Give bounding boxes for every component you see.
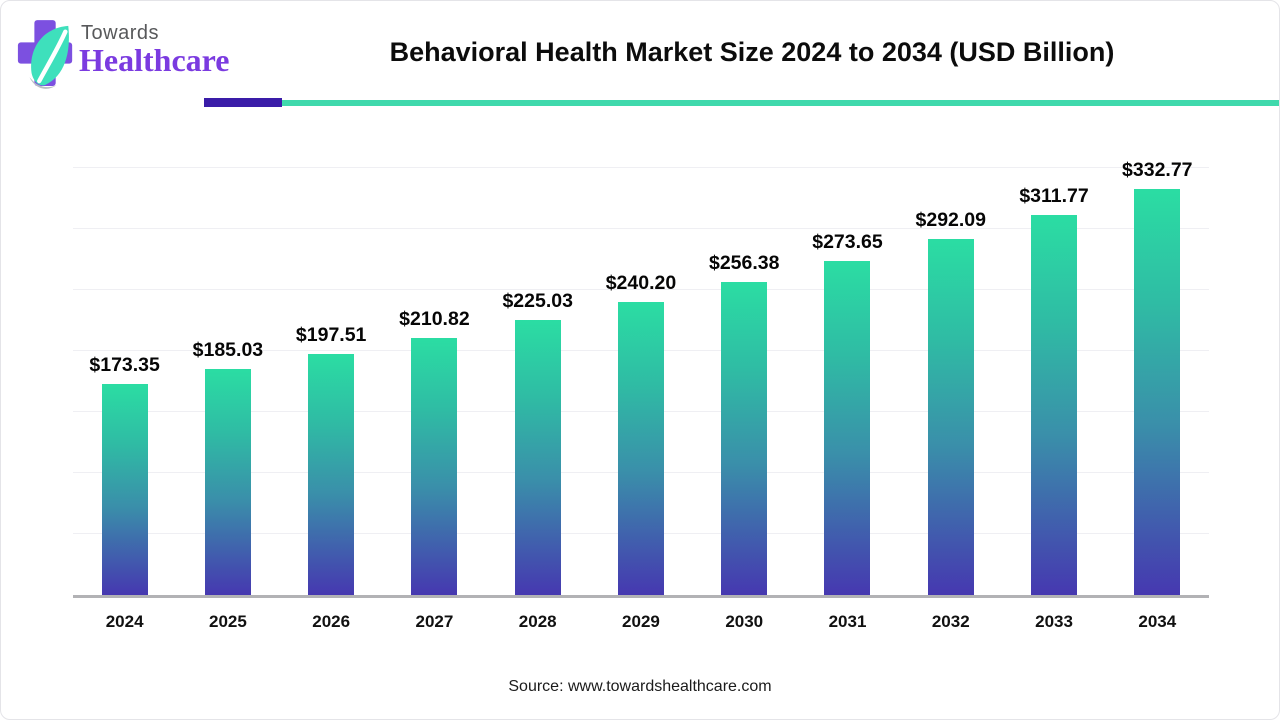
bar-value-label: $311.77 — [1019, 184, 1089, 207]
x-axis-label-2025: 2025 — [208, 612, 247, 631]
bar-slot-2024: $173.35 — [73, 168, 176, 595]
x-axis-label-2030: 2030 — [725, 612, 764, 631]
bar-slot-2028: $225.03 — [486, 168, 589, 595]
bar-value-label: $332.77 — [1122, 159, 1193, 182]
gridline — [73, 167, 1209, 168]
x-axis-line — [73, 595, 1209, 598]
bar-2024 — [101, 383, 148, 595]
bar-2032 — [927, 238, 974, 595]
bar-2026 — [308, 354, 355, 595]
bar-slot-2025: $185.03 — [176, 168, 279, 595]
x-axis-label-2028: 2028 — [518, 612, 557, 631]
bar-value-label: $210.82 — [399, 307, 470, 330]
x-axis-label-2029: 2029 — [622, 612, 660, 631]
bar-2031 — [824, 261, 871, 595]
bar-2029 — [617, 301, 664, 595]
bar-slot-2031: $273.65 — [796, 168, 899, 595]
bar-2034 — [1134, 189, 1181, 595]
x-axis-label-2032: 2032 — [931, 612, 970, 631]
x-axis-label-2031: 2031 — [828, 612, 867, 631]
x-axis-label-2034: 2034 — [1138, 612, 1177, 631]
source-text: Source: www.towardshealthcare.com — [508, 678, 772, 695]
title-underline-teal-segment — [282, 100, 1279, 106]
healthcare-cross-leaf-icon — [15, 16, 77, 95]
bar-2033 — [1031, 214, 1078, 595]
plot-area: $173.35 $185.03 $197.51 $210.82 $225.03 $240.… — [73, 159, 1209, 595]
bar-value-label: $273.65 — [812, 231, 883, 254]
x-axis-label-2026: 2026 — [312, 612, 351, 631]
title-underline-purple-segment — [204, 98, 282, 107]
bar-value-label: $197.51 — [295, 324, 367, 347]
brand-name-towards: Towards — [81, 22, 159, 44]
bar-value-label: $240.20 — [605, 271, 677, 294]
gridline — [73, 228, 1209, 229]
bar-slot-2033: $311.77 — [1002, 168, 1105, 595]
bar-slot-2026: $197.51 — [280, 168, 383, 595]
bar-2028 — [514, 320, 561, 595]
x-axis-label-2033: 2033 — [1035, 612, 1073, 631]
bar-slot-2030: $256.38 — [693, 168, 796, 595]
bar-slot-2034: $332.77 — [1106, 159, 1209, 595]
bar-value-label: $185.03 — [192, 339, 264, 362]
brand-logo: Towards Healthcare — [15, 14, 245, 89]
x-axis-label-2027: 2027 — [415, 612, 454, 631]
bar-slot-2032: $292.09 — [899, 168, 1002, 595]
bars-row: $173.35 $185.03 $197.51 $210.82 $225.03 $240.… — [73, 159, 1209, 595]
bar-2027 — [411, 337, 458, 595]
x-axis-labels: 2024 2025 2026 2027 2028 2029 2030 2031 2032 2033… — [73, 612, 1209, 632]
bar-2025 — [204, 369, 251, 595]
bar-value-label: $256.38 — [708, 252, 780, 275]
bar-2030 — [721, 282, 768, 595]
bar-value-label: $173.35 — [89, 353, 160, 376]
chart-title: Behavioral Health Market Size 2024 to 20… — [389, 37, 1115, 67]
bar-slot-2029: $240.20 — [589, 168, 692, 595]
x-axis-label-2024: 2024 — [105, 612, 144, 631]
gridline — [73, 289, 1209, 290]
brand-name-healthcare: Healthcare — [79, 42, 230, 78]
bar-value-label: $225.03 — [502, 290, 573, 313]
bar-slot-2027: $210.82 — [383, 168, 486, 595]
bar-value-label: $292.09 — [915, 208, 987, 231]
